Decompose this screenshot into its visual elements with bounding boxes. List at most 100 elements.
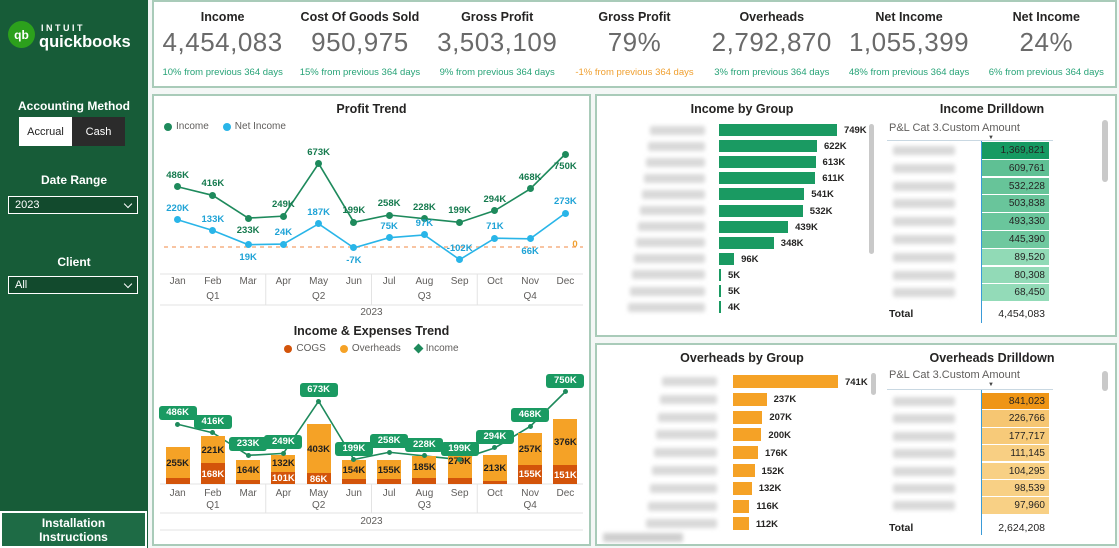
data-point-net-income[interactable] <box>420 231 428 239</box>
amount-cell[interactable]: 111,145 <box>982 445 1049 462</box>
bar-segment-cogs[interactable] <box>236 479 261 484</box>
data-point-income[interactable] <box>527 423 533 429</box>
data-point-net-income[interactable] <box>491 234 499 242</box>
data-point-net-income[interactable] <box>385 234 393 242</box>
legend-item-net-income[interactable]: Net Income <box>222 121 286 132</box>
bar-segment-cogs[interactable] <box>306 473 331 484</box>
sort-descending-icon[interactable]: ▼ <box>988 382 994 388</box>
amount-cell[interactable]: 97,960 <box>982 497 1049 514</box>
amount-cell[interactable]: 68,450 <box>982 284 1049 301</box>
group-bar[interactable] <box>733 392 767 406</box>
data-point-income[interactable] <box>316 398 322 404</box>
data-point-net-income[interactable] <box>315 220 323 228</box>
bar-segment-cogs[interactable] <box>200 463 225 484</box>
data-point-income[interactable] <box>280 450 286 456</box>
amount-cell[interactable]: 503,838 <box>982 195 1049 212</box>
amount-cell[interactable]: 493,330 <box>982 213 1049 230</box>
bar-segment-cogs[interactable] <box>165 478 190 484</box>
data-point-income[interactable] <box>209 191 217 199</box>
scrollbar[interactable] <box>1102 120 1108 182</box>
bar-segment-overheads[interactable] <box>412 455 437 479</box>
bar-segment-cogs[interactable] <box>412 478 437 484</box>
bar-segment-overheads[interactable] <box>553 419 578 466</box>
column-header-amount[interactable]: Amount <box>982 122 1020 134</box>
bar-segment-cogs[interactable] <box>271 471 296 484</box>
installation-instructions-button[interactable]: Installation Instructions <box>0 511 147 548</box>
scrollbar[interactable] <box>869 124 874 254</box>
group-bar[interactable] <box>719 124 837 136</box>
group-bar[interactable] <box>719 140 817 153</box>
group-bar[interactable] <box>719 188 805 201</box>
data-point-income[interactable] <box>385 211 393 219</box>
group-bar[interactable] <box>733 428 762 442</box>
data-point-net-income[interactable] <box>279 240 287 248</box>
amount-cell[interactable]: 89,520 <box>982 248 1049 266</box>
data-point-income[interactable] <box>561 150 569 158</box>
data-point-income[interactable] <box>210 430 216 436</box>
group-bar[interactable] <box>733 464 755 477</box>
bar-segment-cogs[interactable] <box>377 479 402 484</box>
scrollbar[interactable] <box>871 373 876 395</box>
amount-cell[interactable]: 1,369,821 <box>982 142 1049 159</box>
group-bar[interactable] <box>733 446 758 460</box>
bar-segment-cogs[interactable] <box>482 480 507 484</box>
bar-segment-cogs[interactable] <box>518 464 543 484</box>
data-point-net-income[interactable] <box>456 256 464 264</box>
accrual-button[interactable]: Accrual <box>19 117 72 146</box>
bar-segment-overheads[interactable] <box>341 460 366 480</box>
data-point-income[interactable] <box>420 215 428 223</box>
data-point-income[interactable] <box>245 452 251 458</box>
data-point-net-income[interactable] <box>561 209 569 217</box>
group-bar[interactable] <box>719 156 816 169</box>
amount-cell[interactable]: 104,295 <box>982 462 1049 479</box>
data-point-income[interactable] <box>526 185 534 193</box>
group-bar[interactable] <box>733 517 749 531</box>
group-bar[interactable] <box>733 499 750 513</box>
data-point-income[interactable] <box>491 207 499 215</box>
legend-item-income[interactable]: Income <box>413 343 459 354</box>
group-bar[interactable] <box>719 252 735 265</box>
amount-cell[interactable]: 445,390 <box>982 231 1049 248</box>
group-bar[interactable] <box>733 410 763 424</box>
group-bar[interactable] <box>733 375 838 388</box>
data-point-income[interactable] <box>562 389 568 395</box>
group-bar[interactable] <box>719 236 774 249</box>
bar-segment-overheads[interactable] <box>306 423 331 474</box>
group-bar[interactable] <box>719 268 721 281</box>
data-point-income[interactable] <box>421 453 427 459</box>
data-point-income[interactable] <box>174 183 182 191</box>
amount-cell[interactable]: 226,766 <box>982 410 1049 427</box>
amount-cell[interactable]: 80,308 <box>982 266 1049 284</box>
legend-item-cogs[interactable]: COGS <box>284 343 326 354</box>
amount-cell[interactable]: 609,761 <box>982 159 1049 177</box>
sort-descending-icon[interactable]: ▼ <box>988 135 994 141</box>
column-header-category[interactable]: P&L Cat 3.Custom <box>889 369 980 381</box>
scrollbar[interactable] <box>1102 371 1108 391</box>
group-bar[interactable] <box>719 301 721 314</box>
bar-segment-cogs[interactable] <box>341 479 366 484</box>
group-bar[interactable] <box>719 285 721 297</box>
bar-segment-cogs[interactable] <box>447 477 472 484</box>
client-select[interactable]: All <box>8 276 138 294</box>
group-bar[interactable] <box>719 172 816 185</box>
data-point-income[interactable] <box>244 214 252 222</box>
data-point-net-income[interactable] <box>526 235 534 243</box>
bar-segment-cogs[interactable] <box>553 465 578 484</box>
bar-segment-overheads[interactable] <box>482 454 507 481</box>
data-point-income[interactable] <box>279 212 287 220</box>
data-point-net-income[interactable] <box>174 216 182 224</box>
group-bar[interactable] <box>719 204 803 217</box>
data-point-net-income[interactable] <box>244 241 252 249</box>
data-point-income[interactable] <box>350 218 358 226</box>
data-point-income[interactable] <box>351 457 357 463</box>
data-point-income[interactable] <box>457 457 463 463</box>
amount-cell[interactable]: 841,023 <box>982 393 1049 410</box>
data-point-income[interactable] <box>492 445 498 451</box>
cash-button[interactable]: Cash <box>72 117 125 146</box>
group-bar[interactable] <box>733 481 752 495</box>
amount-cell[interactable]: 532,228 <box>982 177 1049 195</box>
legend-item-overheads[interactable]: Overheads <box>339 343 401 354</box>
data-point-net-income[interactable] <box>209 227 217 234</box>
amount-cell[interactable]: 98,539 <box>982 480 1049 497</box>
column-header-amount[interactable]: Amount <box>982 369 1020 381</box>
